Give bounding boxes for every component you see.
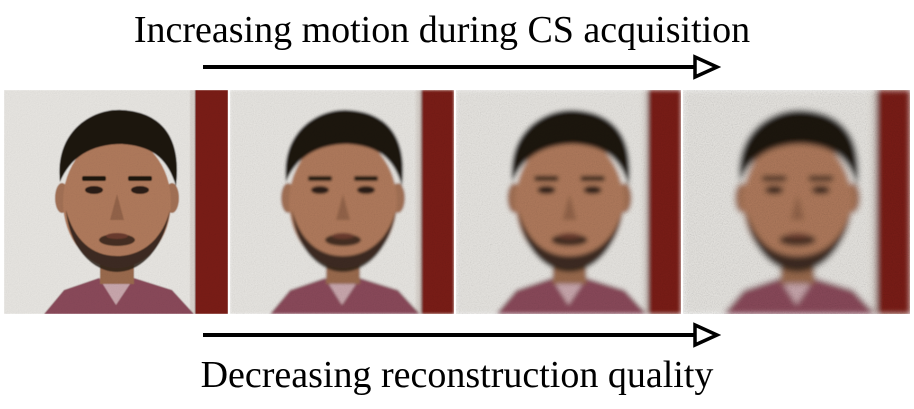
bottom-arrow-icon [203,322,721,348]
face-photo [683,90,910,314]
top-arrow-icon [203,54,721,80]
face-frame-3 [456,90,681,314]
face-photo [456,90,681,314]
top-caption: Increasing motion during CS acquisition [133,9,751,51]
bottom-caption: Decreasing reconstruction quality [200,354,714,396]
face-frame-2 [230,90,454,314]
face-photo [4,90,228,314]
face-frame-4 [683,90,910,314]
photo-strip [4,90,910,314]
face-frame-1 [4,90,228,314]
face-photo [230,90,454,314]
